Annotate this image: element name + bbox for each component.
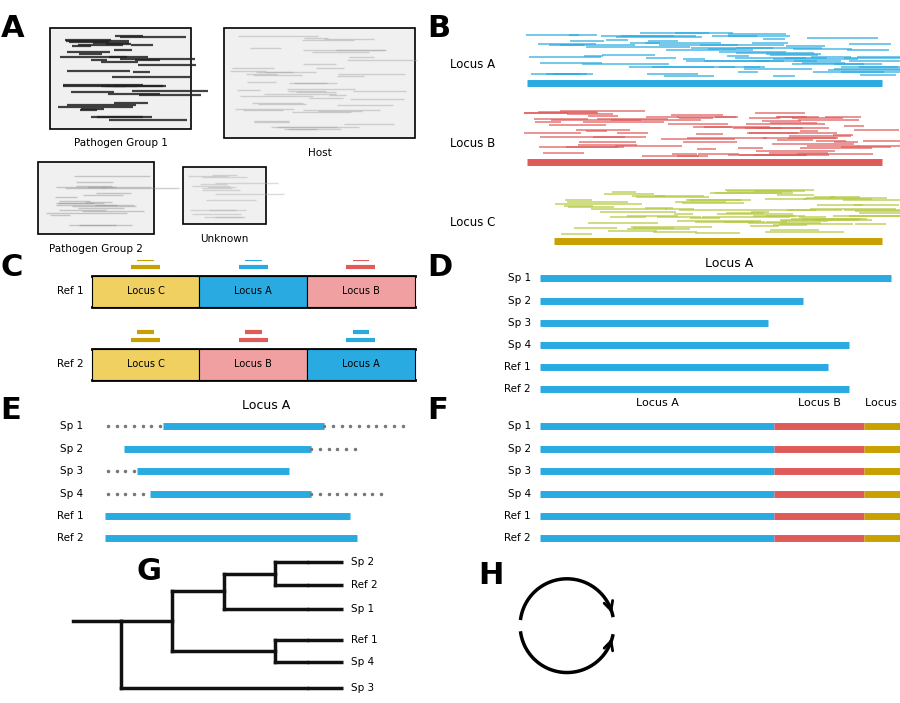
Text: Ref 1: Ref 1: [504, 362, 531, 373]
Text: Ref 2: Ref 2: [504, 534, 531, 543]
Text: Sp 3: Sp 3: [351, 683, 374, 692]
Text: Ref 1: Ref 1: [351, 635, 377, 645]
Text: Locus B: Locus B: [797, 398, 841, 408]
Text: Sp 4: Sp 4: [508, 489, 531, 498]
Text: D: D: [428, 253, 453, 282]
Text: Locus C: Locus C: [127, 286, 165, 296]
Text: Locus B: Locus B: [342, 286, 380, 296]
Text: Locus C: Locus C: [450, 216, 495, 228]
Text: Sp 3: Sp 3: [508, 318, 531, 328]
Text: Sp 2: Sp 2: [351, 557, 374, 567]
Text: Locus B: Locus B: [450, 136, 495, 150]
Text: Locus A: Locus A: [234, 286, 272, 296]
Text: Ref 2: Ref 2: [57, 534, 84, 543]
Text: Pathogen Group 2: Pathogen Group 2: [49, 243, 143, 254]
Text: Locus A: Locus A: [450, 58, 495, 71]
FancyBboxPatch shape: [38, 162, 154, 234]
Text: Sp 4: Sp 4: [351, 657, 374, 667]
Bar: [307, 276, 415, 307]
Text: Unknown: Unknown: [200, 234, 248, 244]
Text: Ref 2: Ref 2: [57, 359, 84, 369]
Text: Sp 2: Sp 2: [508, 444, 531, 453]
Text: Ref 2: Ref 2: [351, 580, 377, 590]
Text: F: F: [428, 396, 448, 425]
Text: Sp 3: Sp 3: [508, 466, 531, 476]
Bar: [307, 349, 415, 380]
Text: Ref 1: Ref 1: [57, 286, 84, 296]
Text: E: E: [1, 396, 22, 425]
Text: Sp 4: Sp 4: [508, 340, 531, 350]
Text: Locus A: Locus A: [705, 257, 753, 270]
Text: Locus A: Locus A: [635, 398, 679, 408]
Bar: [92, 349, 200, 380]
FancyBboxPatch shape: [183, 167, 266, 224]
Text: Sp 1: Sp 1: [508, 421, 531, 431]
Text: G: G: [137, 557, 162, 586]
Text: Locus C: Locus C: [865, 398, 900, 408]
Text: Ref 2: Ref 2: [504, 385, 531, 394]
Text: Pathogen Group 1: Pathogen Group 1: [74, 138, 167, 148]
Text: Locus B: Locus B: [234, 359, 272, 369]
Text: Ref 1: Ref 1: [57, 511, 84, 521]
Text: B: B: [428, 14, 451, 43]
Bar: [200, 276, 307, 307]
Text: Sp 3: Sp 3: [60, 466, 84, 476]
Text: Sp 2: Sp 2: [60, 444, 84, 453]
Text: Host: Host: [308, 148, 331, 158]
Text: A: A: [1, 14, 24, 43]
Text: C: C: [1, 253, 23, 282]
Text: Locus A: Locus A: [342, 359, 380, 369]
Text: Locus A: Locus A: [241, 399, 290, 412]
Bar: [200, 349, 307, 380]
Text: Sp 1: Sp 1: [60, 421, 84, 431]
Bar: [92, 276, 200, 307]
Text: H: H: [478, 561, 503, 590]
Text: Sp 4: Sp 4: [60, 489, 84, 498]
Text: Ref 1: Ref 1: [504, 511, 531, 521]
FancyBboxPatch shape: [224, 28, 415, 138]
Text: Sp 1: Sp 1: [351, 604, 374, 614]
Text: Locus C: Locus C: [127, 359, 165, 369]
Text: Sp 2: Sp 2: [508, 295, 531, 306]
Text: Sp 1: Sp 1: [508, 273, 531, 283]
FancyBboxPatch shape: [50, 28, 191, 129]
